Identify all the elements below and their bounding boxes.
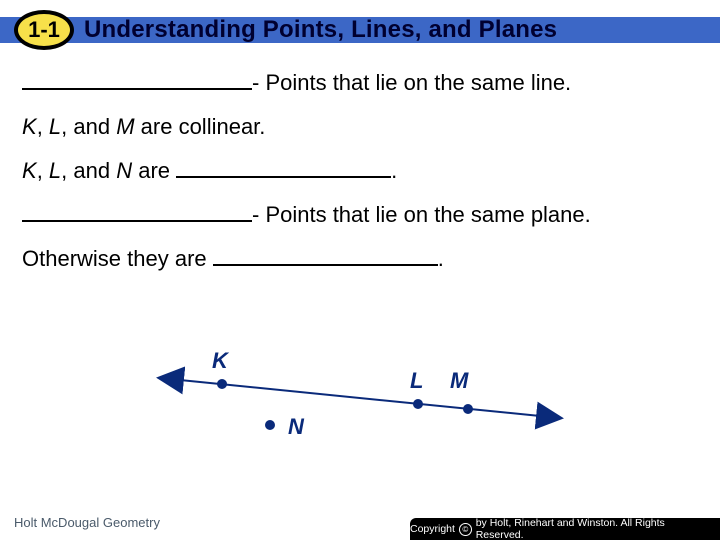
- diagram-svg: K L M N: [150, 330, 570, 470]
- pt-m: M: [116, 114, 134, 139]
- fill-blank-1: [22, 67, 252, 90]
- def2-text: - Points that lie on the same plane.: [252, 202, 591, 227]
- pt-l: L: [49, 114, 61, 139]
- body-text: - Points that lie on the same line. K, L…: [22, 66, 698, 286]
- svg-text:N: N: [288, 414, 305, 439]
- geometry-diagram: K L M N: [150, 330, 570, 470]
- sep: , and: [61, 158, 116, 183]
- example-line-3: Otherwise they are .: [22, 242, 698, 276]
- section-badge: 1-1: [14, 10, 74, 50]
- copyright-icon: ©: [459, 523, 472, 536]
- ex3-prefix: Otherwise they are: [22, 246, 213, 271]
- example-line-1: K, L, and M are collinear.: [22, 110, 698, 144]
- footer-right: Copyright © by Holt, Rinehart and Winsto…: [410, 518, 720, 540]
- ex3-end: .: [438, 246, 444, 271]
- definition-line-2: - Points that lie on the same plane.: [22, 198, 698, 232]
- pt-n: N: [116, 158, 132, 183]
- header: 1-1 Understanding Points, Lines, and Pla…: [0, 10, 720, 50]
- pt-k: K: [22, 158, 37, 183]
- copyright-text: by Holt, Rinehart and Winston. All Right…: [476, 517, 710, 540]
- svg-text:K: K: [212, 348, 230, 373]
- footer-left: Holt McDougal Geometry: [14, 515, 160, 530]
- def1-text: - Points that lie on the same line.: [252, 70, 571, 95]
- sep: ,: [37, 158, 49, 183]
- example-line-2: K, L, and N are .: [22, 154, 698, 188]
- ex1-suffix: are collinear.: [135, 114, 266, 139]
- svg-text:L: L: [410, 368, 423, 393]
- definition-line-1: - Points that lie on the same line.: [22, 66, 698, 100]
- pt-k: K: [22, 114, 37, 139]
- fill-blank-2: [176, 155, 391, 178]
- ex2-end: .: [391, 158, 397, 183]
- fill-blank-3: [22, 199, 252, 222]
- pt-l: L: [49, 158, 61, 183]
- copyright-word: Copyright: [410, 523, 455, 535]
- svg-text:M: M: [450, 368, 469, 393]
- slide: 1-1 Understanding Points, Lines, and Pla…: [0, 0, 720, 540]
- sep: ,: [37, 114, 49, 139]
- ex2-mid: are: [132, 158, 176, 183]
- slide-title: Understanding Points, Lines, and Planes: [84, 16, 557, 44]
- fill-blank-4: [213, 243, 438, 266]
- sep: , and: [61, 114, 116, 139]
